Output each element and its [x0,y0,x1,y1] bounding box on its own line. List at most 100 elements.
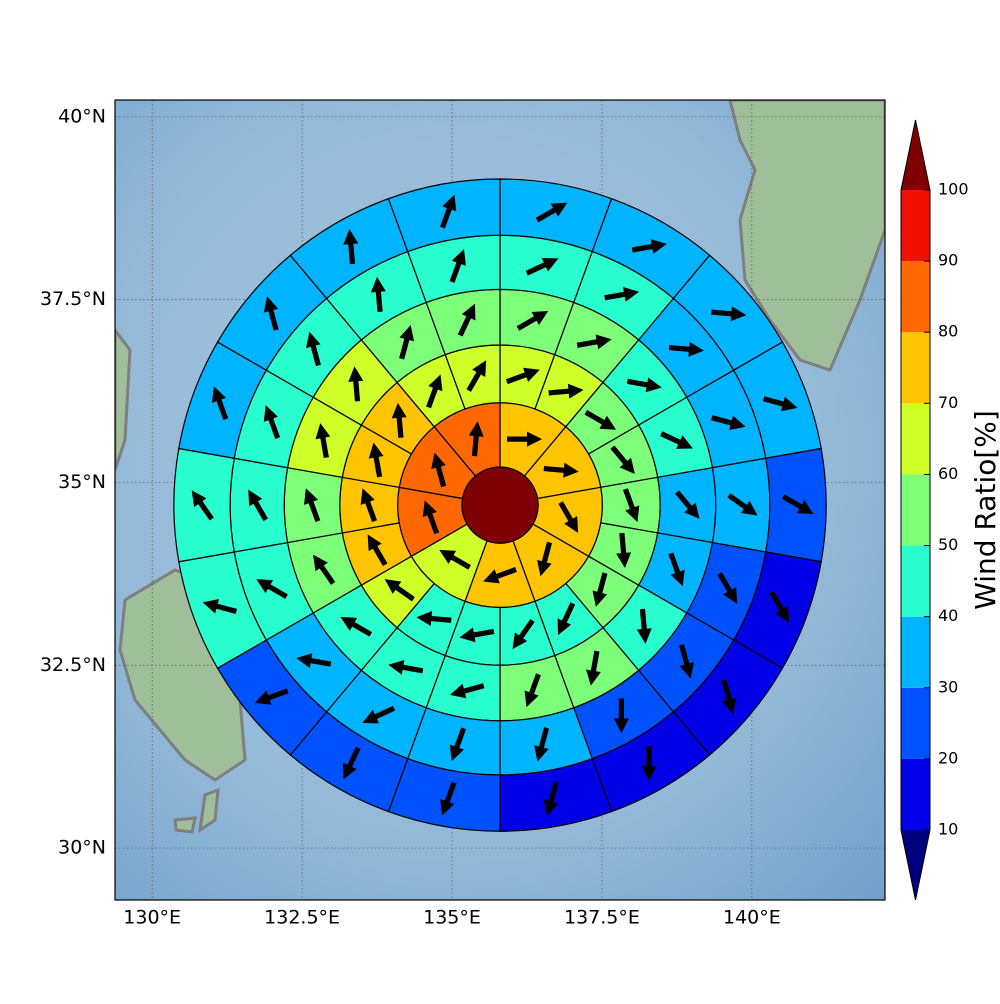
wind-arrow [507,431,543,447]
colorbar-tick-label: 90 [938,251,958,270]
map-frame [114,99,886,901]
wind-arrow [305,331,321,367]
wind-arrow [636,608,652,644]
y-tick-label: 32.5°N [40,654,106,676]
wind-arrow [399,324,415,360]
colorbar-bin [901,616,930,688]
wind-arrow [616,532,632,568]
wind-arrow [525,257,559,276]
wind-arrow [558,501,579,533]
wind-arrow [727,493,758,516]
colorbar-bin [901,545,930,617]
wind-arrow [457,303,476,337]
wind-arrow [537,541,553,577]
colorbar-tick-label: 30 [938,677,958,696]
wind-arrow [762,396,798,412]
wind-arrow [641,746,657,782]
wind-arrow [626,377,662,393]
wind-arrow [781,494,814,515]
wind-arrow [191,490,214,521]
wind-arrow [303,488,321,522]
x-tick-label: 130°E [123,907,181,929]
wind-arrow [343,229,359,265]
wind-arrow [340,616,373,637]
wind-arrow [296,653,332,669]
x-tick-label: 140°E [723,907,781,929]
colorbar-bin [901,332,930,404]
wind-arrow [711,415,746,431]
wind-arrow [623,488,640,523]
land [728,100,885,372]
y-tick-label: 37.5°N [40,288,106,310]
axis-ticks: 130°E 132.5°E 135°E 137.5°E 140°E 30°N 32.5°N 3… [40,105,781,928]
wind-arrow [524,673,541,708]
wind-arrow [263,296,279,331]
wind-arrow [610,445,635,475]
colorbar-bin [901,261,930,333]
land [115,327,132,471]
wind-arrow [256,579,288,599]
wind-arrow [769,591,790,623]
wind-arrow [426,374,443,409]
wind-arrow [388,659,424,675]
y-tick-label: 30°N [58,837,106,859]
wind-arrow [211,386,229,421]
wind-arrow [717,572,738,604]
arrows [191,194,814,816]
wind-arrow [440,781,457,816]
wind-arrow [660,431,693,449]
wind-arrow [668,341,704,357]
wind-arrow [548,383,584,399]
colorbar-tick-label: 50 [938,535,958,554]
wind-arrow [348,366,364,402]
colorbar-bin [901,403,930,475]
wind-arrow [631,239,667,254]
wind-arrow [576,334,612,350]
colorbar: 10 20 30 40 50 60 70 80 90 100 [900,119,969,901]
colorbar-tick-label: 100 [938,180,969,199]
wind-arrow [370,276,386,313]
wind-arrow [202,599,238,614]
wind-arrow [449,683,485,699]
wind-arrow [431,452,447,488]
wind-arrow [675,490,700,519]
wind-arrow [439,194,457,229]
wind-arrow [367,534,388,567]
center-circle [461,466,539,544]
land [198,787,220,834]
wind-arrow [604,286,640,302]
wind-arrow [586,650,601,686]
colorbar-tick-label: 20 [938,748,958,767]
wind-arrow [342,746,361,780]
wind-arrow [449,727,467,762]
wind-arrow [449,249,466,283]
wind-arrow [592,572,608,607]
colorbar-tick-label: 10 [938,820,958,839]
colorbar-tick-label: 80 [938,322,958,341]
wind-arrow [543,462,579,478]
wind-arrow [613,698,629,734]
wind-arrow [416,611,452,627]
sectors [173,178,827,832]
colorbar-bin [901,474,930,546]
colorbar-tick-label: 70 [938,393,958,412]
colorbar-tick-label: 40 [938,606,958,625]
wind-arrow [439,549,471,570]
x-tick-label: 132.5°E [264,907,340,929]
wind-arrow [313,554,336,585]
colorbar-bin [901,190,930,262]
wind-arrow [516,311,549,331]
wind-arrow [263,405,281,439]
colorbar-bin [901,758,930,830]
x-tick-label: 135°E [423,907,481,929]
wind-arrow [360,488,377,522]
land [173,816,197,834]
colorbar-over [901,120,930,190]
wind-arrow [505,367,540,385]
x-tick-label: 137.5°E [564,907,640,929]
wind-arrow [468,421,484,457]
wind-arrow [466,360,487,392]
wind-arrow [668,552,685,587]
wind-arrow [721,679,737,715]
wind-arrow [248,489,268,522]
